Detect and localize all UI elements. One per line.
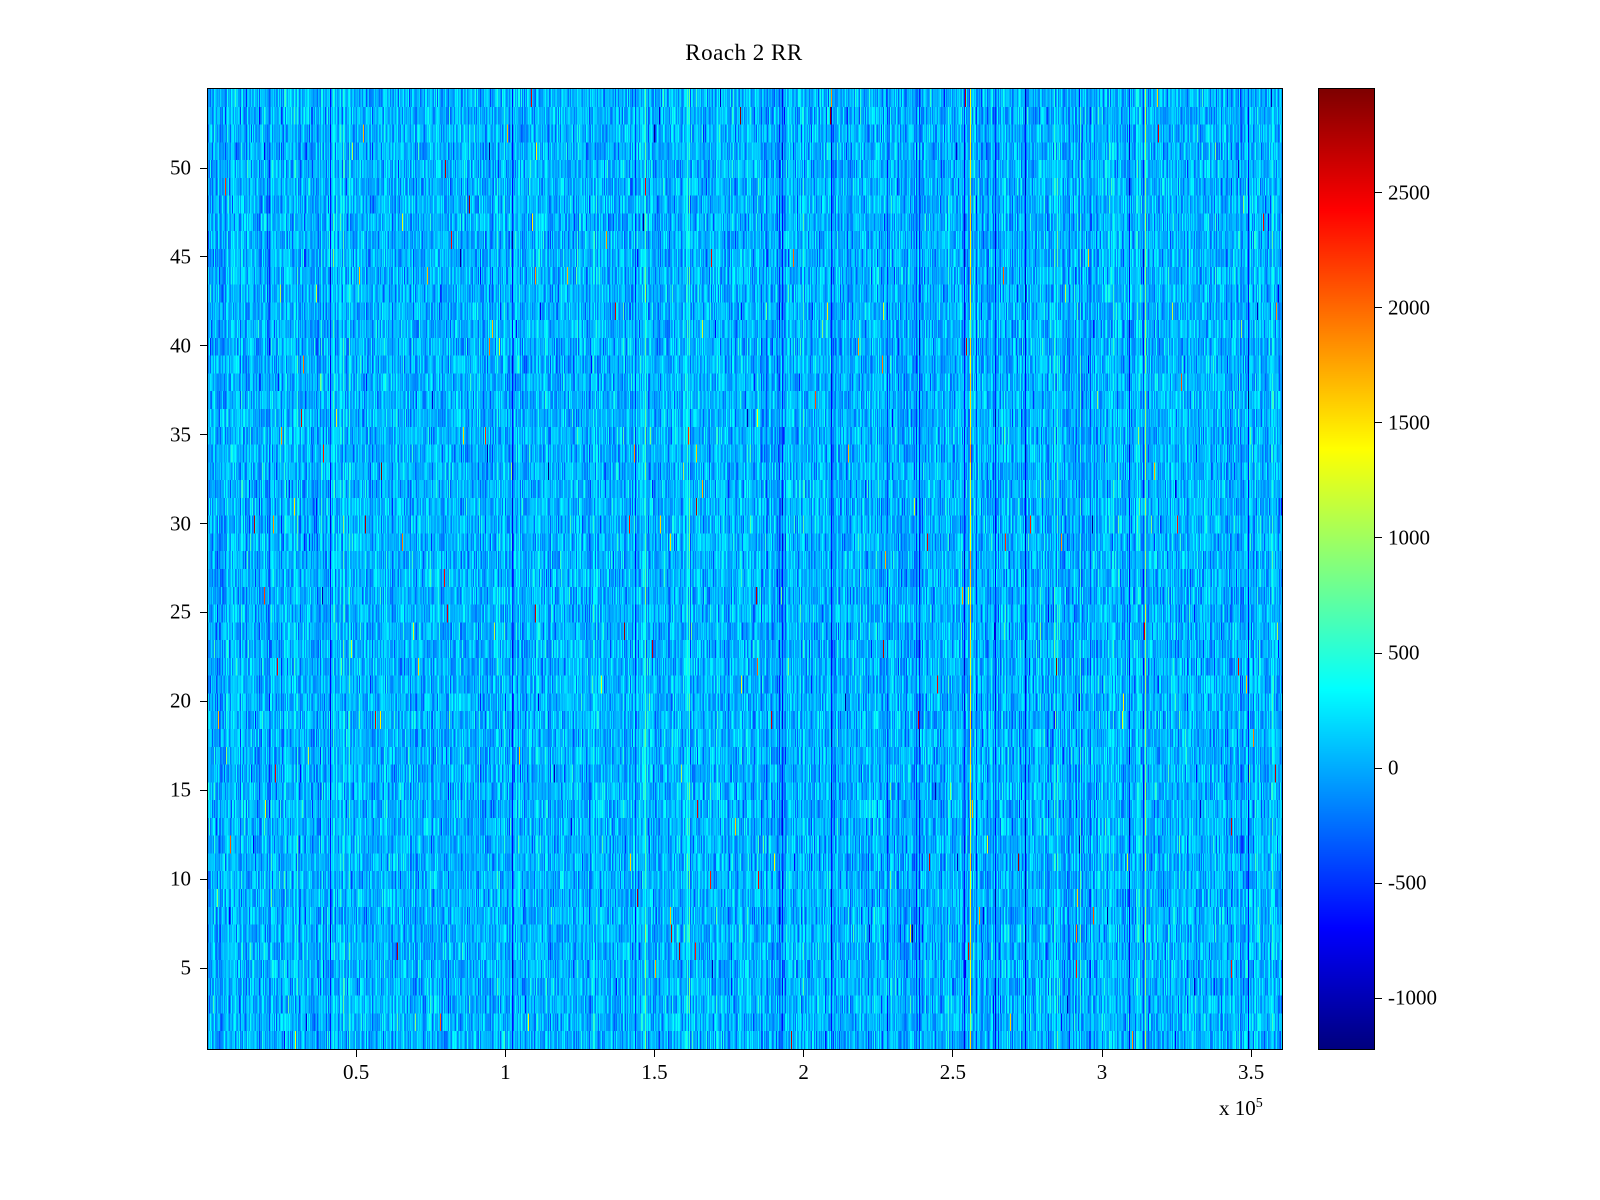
colorbar-tick-mark	[1375, 767, 1382, 769]
colorbar-tick-label: 0	[1388, 755, 1399, 780]
x-tick-mark	[504, 1050, 506, 1057]
colorbar-tick-mark	[1375, 997, 1382, 999]
y-tick-mark	[200, 700, 207, 702]
y-tick-label: 10	[170, 866, 191, 891]
y-tick-label: 20	[170, 688, 191, 713]
heatmap-plot-area	[207, 88, 1283, 1050]
colorbar-tick-label: -500	[1388, 870, 1427, 895]
y-tick-mark	[200, 789, 207, 791]
y-tick-label: 35	[170, 422, 191, 447]
x-axis-exponent-label: x 105	[1219, 1096, 1263, 1121]
x-tick-mark	[355, 1050, 357, 1057]
x-tick-label: 0.5	[343, 1060, 370, 1084]
x-tick-mark	[1250, 1050, 1252, 1057]
colorbar-tick-label: 500	[1388, 640, 1420, 665]
x-tick-mark	[952, 1050, 954, 1057]
y-tick-label: 50	[170, 155, 191, 180]
colorbar-tick-mark	[1375, 882, 1382, 884]
y-tick-mark	[200, 611, 207, 613]
x-tick-mark	[654, 1050, 655, 1057]
y-tick-mark	[200, 878, 207, 880]
y-tick-mark	[200, 523, 207, 525]
colorbar-tick-mark	[1375, 652, 1382, 654]
y-tick-label: 15	[170, 777, 191, 802]
colorbar-tick-mark	[1375, 537, 1382, 539]
x-tick-label: 3.5	[1238, 1060, 1265, 1084]
y-tick-mark	[200, 967, 207, 969]
y-tick-mark	[200, 167, 207, 169]
y-tick-label: 25	[170, 599, 191, 624]
colorbar-tick-label: 1500	[1388, 410, 1430, 435]
colorbar-tick-label: 2500	[1388, 180, 1430, 205]
y-tick-label: 5	[180, 955, 192, 980]
y-tick-mark	[200, 434, 207, 436]
colorbar	[1318, 88, 1375, 1050]
x-tick-label: 1.5	[641, 1060, 668, 1084]
x-tick-mark	[803, 1050, 805, 1057]
y-tick-mark	[200, 345, 207, 347]
colorbar-tick-mark	[1375, 307, 1382, 309]
x-tick-mark	[1101, 1050, 1103, 1057]
chart-title: Roach 2 RR	[685, 40, 803, 65]
x-tick-label: 3	[1096, 1060, 1108, 1084]
colorbar-gradient-canvas	[1319, 89, 1374, 1049]
y-tick-label: 30	[170, 511, 191, 536]
x-tick-label: 2	[798, 1060, 809, 1084]
heatmap-canvas	[208, 89, 1282, 1049]
colorbar-tick-label: -1000	[1388, 985, 1437, 1010]
colorbar-tick-label: 2000	[1388, 295, 1430, 320]
y-tick-label: 45	[170, 244, 191, 269]
colorbar-tick-mark	[1375, 192, 1382, 194]
y-tick-mark	[200, 256, 207, 258]
colorbar-tick-mark	[1375, 422, 1382, 424]
x-exponent-power: 5	[1255, 1096, 1263, 1111]
y-tick-label: 40	[170, 333, 191, 358]
x-tick-label: 1	[500, 1060, 511, 1084]
colorbar-tick-label: 1000	[1388, 525, 1430, 550]
x-exponent-prefix: x 10	[1219, 1096, 1256, 1120]
x-tick-label: 2.5	[939, 1060, 966, 1084]
